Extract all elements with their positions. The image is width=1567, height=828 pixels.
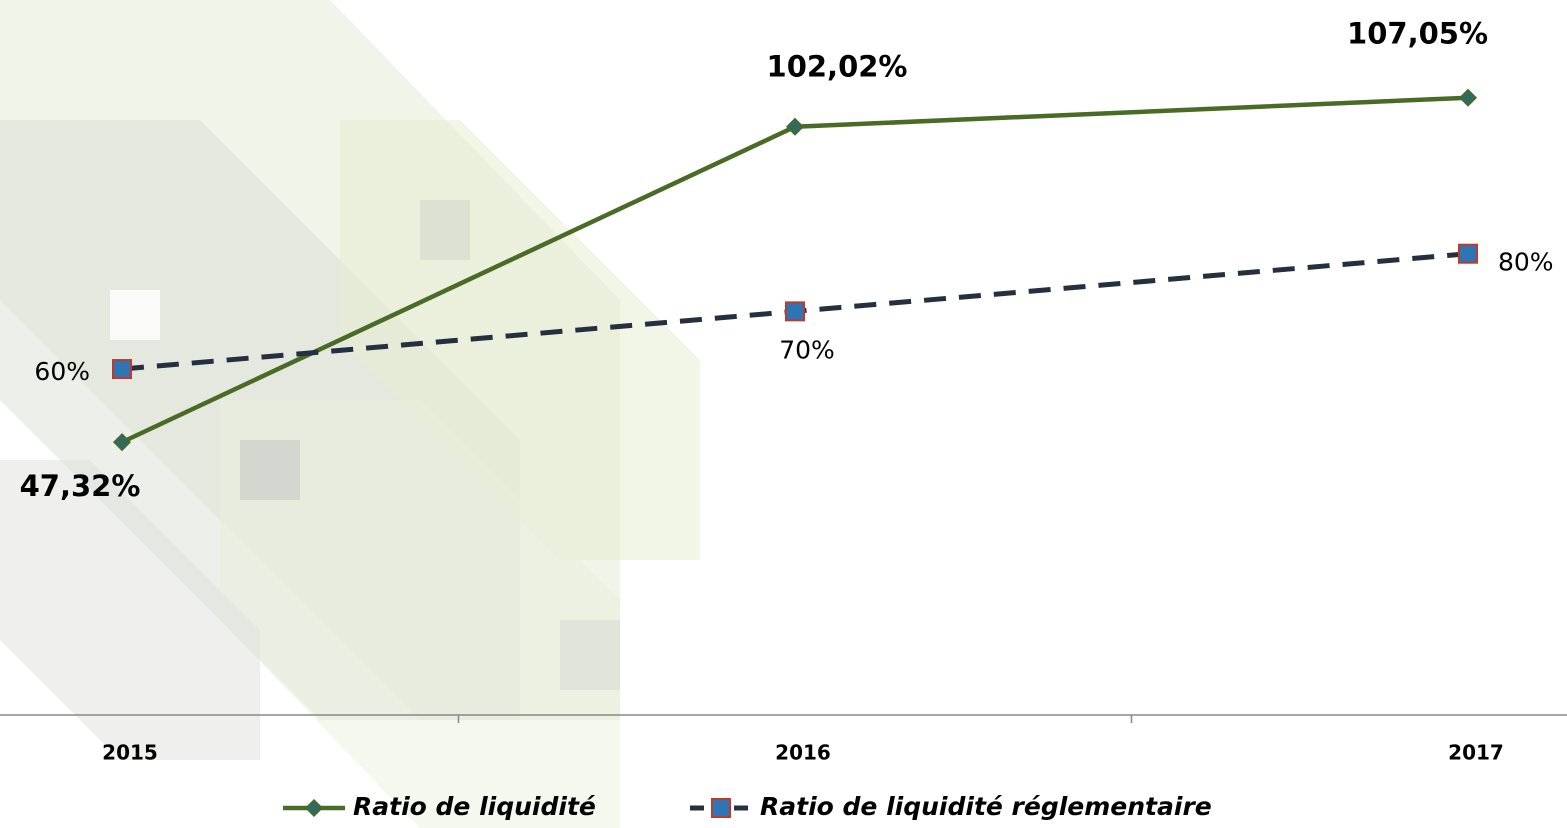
legend-label: Ratio de liquidité réglementaire xyxy=(760,792,1212,821)
x-tick-label: 2016 xyxy=(775,741,831,765)
value-label: 47,32% xyxy=(20,469,141,503)
legend-marker xyxy=(306,800,322,816)
value-label: 80% xyxy=(1498,248,1554,277)
x-tick-label: 2015 xyxy=(102,741,158,765)
value-label: 60% xyxy=(34,357,90,386)
chart: Ratio de liquidité Ratio de liquidité rég… xyxy=(0,0,1567,828)
value-label: 107,05% xyxy=(1347,17,1488,51)
background-decoration xyxy=(0,0,700,828)
legend: Ratio de liquidité Ratio de liquidité rég… xyxy=(283,792,1212,821)
point xyxy=(113,360,131,378)
legend-label: Ratio de liquidité xyxy=(353,792,596,821)
point xyxy=(1459,245,1477,263)
legend-marker xyxy=(712,799,730,817)
value-label: 70% xyxy=(779,335,835,364)
point xyxy=(786,302,804,320)
value-label: 102,02% xyxy=(767,50,908,84)
point xyxy=(1460,90,1476,106)
x-tick-label: 2017 xyxy=(1448,741,1504,765)
point xyxy=(787,119,803,135)
